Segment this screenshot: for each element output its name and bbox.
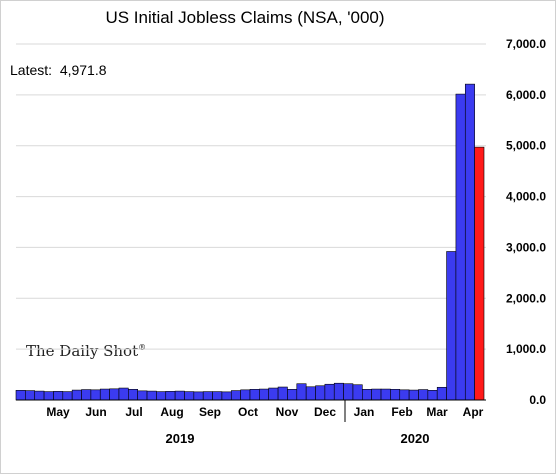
x-tick-label: Apr <box>463 405 484 419</box>
bar <box>230 390 241 401</box>
bar <box>99 388 110 401</box>
bar <box>446 251 457 401</box>
watermark-text: The Daily Shot <box>26 342 139 360</box>
bar <box>277 386 288 401</box>
bar <box>315 385 326 401</box>
gridlines <box>16 43 486 350</box>
y-tick-label: 4,000.0 <box>506 190 546 204</box>
y-tick-label: 7,000.0 <box>506 37 546 51</box>
y-tick-label: 0.0 <box>529 393 546 407</box>
y-tick-labels: 0.0 1,000.0 2,000.0 3,000.0 4,000.0 5,000.0 6,… <box>506 37 546 407</box>
bar <box>202 391 213 401</box>
y-tick-label: 6,000.0 <box>506 88 546 102</box>
bar <box>390 389 401 401</box>
y-tick-label: 2,000.0 <box>506 291 546 305</box>
bar <box>137 390 148 401</box>
bar <box>53 391 64 401</box>
bar <box>427 390 438 401</box>
bar <box>43 391 54 401</box>
bar-latest <box>474 146 485 401</box>
bar <box>464 83 475 401</box>
x-tick-label: Jan <box>354 405 375 419</box>
bar <box>333 382 344 401</box>
x-tick-label: Oct <box>238 405 258 419</box>
bar <box>296 383 307 401</box>
watermark-logo: The Daily Shot® <box>26 342 146 360</box>
y-tick-label: 1,000.0 <box>506 342 546 356</box>
x-tick-label: Jun <box>85 405 106 419</box>
bar <box>343 383 354 401</box>
year-label: 2019 <box>166 431 195 446</box>
axes <box>16 399 486 422</box>
bar <box>259 388 270 401</box>
x-tick-label: Sep <box>199 405 221 419</box>
x-tick-label: Aug <box>160 405 183 419</box>
bars <box>15 83 485 401</box>
bar <box>305 386 316 401</box>
year-label: 2020 <box>401 431 430 446</box>
bar <box>128 389 138 401</box>
chart-title: US Initial Jobless Claims (NSA, '000) <box>105 8 385 27</box>
bar <box>71 389 82 401</box>
latest-annotation: Latest: 4,971.8 <box>10 62 107 78</box>
bar <box>34 390 45 401</box>
bar <box>221 391 232 401</box>
bar <box>380 388 391 401</box>
bar <box>352 384 363 401</box>
bar <box>184 391 195 401</box>
x-tick-label: May <box>46 405 70 419</box>
bar <box>15 390 26 401</box>
bar <box>455 93 466 401</box>
bar <box>118 387 129 401</box>
y-tick-label: 5,000.0 <box>506 139 546 153</box>
bar <box>240 389 251 401</box>
bar <box>268 387 279 401</box>
bar <box>436 386 447 401</box>
x-tick-labels: May Jun Jul Aug Sep Oct Nov Dec Jan Feb Mar Apr 2019… <box>46 405 483 446</box>
bar <box>399 389 410 401</box>
bar <box>249 389 260 401</box>
bar <box>146 390 157 401</box>
bar <box>90 389 101 401</box>
bar <box>371 388 382 401</box>
x-tick-label: Jul <box>125 405 142 419</box>
x-tick-label: Feb <box>391 405 412 419</box>
x-tick-label: Dec <box>314 405 336 419</box>
latest-value: 4,971.8 <box>59 62 107 78</box>
bar <box>212 391 223 401</box>
bar <box>362 389 372 401</box>
bar <box>408 389 419 401</box>
latest-label: Latest: <box>10 62 53 78</box>
bar <box>287 389 298 401</box>
bar <box>193 391 204 401</box>
bar <box>25 390 36 401</box>
bar <box>174 390 185 401</box>
bar <box>156 391 167 401</box>
y-tick-label: 3,000.0 <box>506 240 546 254</box>
bar <box>62 391 73 401</box>
bar <box>109 388 120 401</box>
bar <box>81 389 92 401</box>
bar <box>165 391 176 401</box>
watermark-mark: ® <box>138 343 147 352</box>
x-tick-label: Nov <box>276 405 299 419</box>
bar <box>418 389 429 401</box>
bar <box>324 383 335 401</box>
x-tick-label: Mar <box>426 405 448 419</box>
